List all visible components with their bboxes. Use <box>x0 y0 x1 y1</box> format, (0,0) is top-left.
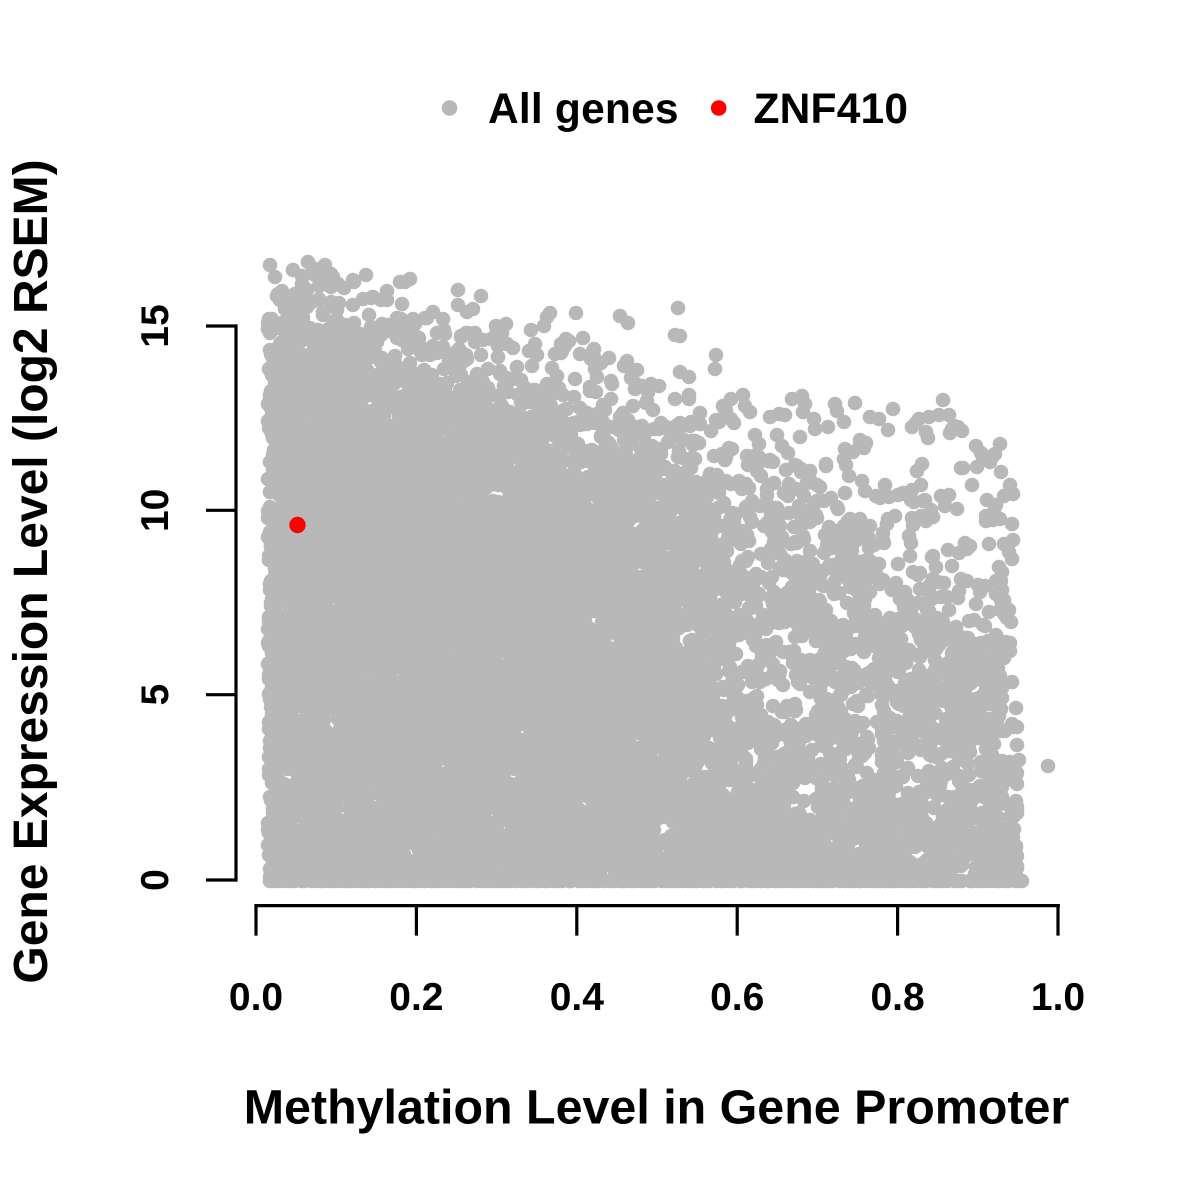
svg-text:0: 0 <box>134 869 177 891</box>
svg-text:15: 15 <box>134 304 177 347</box>
svg-text:1.0: 1.0 <box>1031 976 1085 1019</box>
svg-text:0.8: 0.8 <box>870 976 924 1019</box>
svg-text:10: 10 <box>134 489 177 532</box>
svg-text:All genes: All genes <box>488 86 679 133</box>
svg-text:0.6: 0.6 <box>710 976 764 1019</box>
svg-text:0.2: 0.2 <box>389 976 443 1019</box>
svg-text:5: 5 <box>134 684 177 706</box>
svg-text:Gene Expression Level (log2 RS: Gene Expression Level (log2 RSEM) <box>5 159 58 983</box>
svg-text:ZNF410: ZNF410 <box>754 86 909 133</box>
svg-text:0.0: 0.0 <box>229 976 283 1019</box>
svg-text:Methylation Level in Gene Prom: Methylation Level in Gene Promoter <box>244 1081 1070 1135</box>
svg-text:0.4: 0.4 <box>550 976 605 1019</box>
